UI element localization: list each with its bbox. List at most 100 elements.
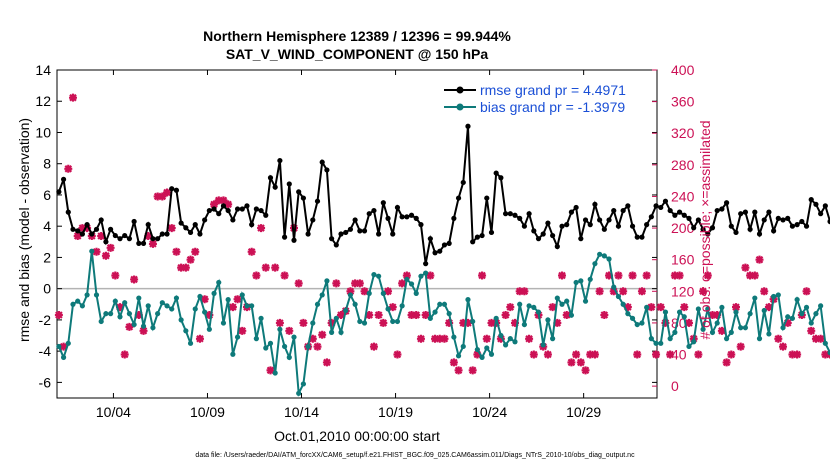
rmse-point — [808, 197, 814, 203]
bias-point — [672, 329, 678, 335]
rmse-point — [427, 236, 433, 242]
bias-point — [380, 290, 386, 296]
obs-count-marker — [139, 326, 148, 335]
bias-point — [371, 272, 377, 278]
obs-count-marker — [318, 330, 327, 339]
y-tick-label-right: 280 — [671, 157, 695, 173]
obs-count-marker — [64, 164, 73, 173]
rmse-point — [216, 211, 222, 217]
rmse-point — [686, 215, 692, 221]
obs-count-marker — [214, 196, 223, 205]
plot-frame — [56, 69, 658, 399]
rmse-point — [785, 215, 791, 221]
y-tick-label-left: 6 — [43, 187, 51, 203]
bias-point — [296, 390, 302, 396]
bias-point — [597, 251, 603, 257]
obs-count-marker — [652, 350, 661, 359]
bias-point — [676, 309, 683, 315]
bias-point — [629, 315, 636, 321]
rmse-point — [338, 231, 344, 237]
bias-point — [526, 303, 532, 309]
rmse-point — [822, 203, 828, 209]
rmse-point — [103, 239, 109, 245]
bias-point — [394, 318, 401, 325]
obs-count-marker — [360, 287, 369, 296]
rmse-point — [747, 226, 753, 232]
obs-count-marker — [163, 188, 172, 197]
obs-count-marker — [543, 350, 552, 359]
rmse-point — [329, 236, 335, 242]
obs-count-marker — [496, 334, 505, 343]
obs-count-marker — [666, 350, 675, 359]
rmse-point — [79, 231, 85, 237]
bias-point — [413, 290, 419, 296]
rmse-point — [291, 237, 297, 243]
rmse-point — [564, 222, 570, 228]
bias-point — [540, 342, 546, 348]
obs-count-marker — [619, 287, 628, 296]
obs-count-marker — [506, 303, 515, 312]
obs-count-marker — [407, 311, 416, 320]
obs-count-marker — [200, 295, 209, 304]
rmse-point — [197, 231, 203, 237]
obs-count-marker — [54, 311, 63, 320]
bias-point — [112, 298, 118, 304]
rmse-point — [352, 217, 358, 223]
bias-point — [799, 311, 805, 317]
bias-point — [338, 329, 344, 335]
rmse-point — [432, 250, 438, 256]
bias-point — [691, 339, 697, 345]
obs-count-marker — [548, 303, 557, 312]
rmse-point — [376, 231, 382, 237]
footer-data-file: data file: /Users/raeder/DAI/ATM_forcXX/… — [195, 452, 635, 459]
rmse-point — [512, 212, 518, 218]
rmse-point — [639, 234, 645, 240]
obs-count-marker — [793, 350, 802, 359]
bias-point — [502, 342, 509, 348]
y-tick-label-right: 40 — [671, 347, 687, 363]
obs-count-marker — [191, 247, 200, 256]
rmse-point — [470, 239, 476, 245]
bias-point — [714, 320, 720, 326]
obs-count-marker — [402, 271, 411, 280]
obs-count-marker — [722, 358, 731, 367]
obs-count-marker — [384, 287, 393, 296]
obs-count-marker — [435, 334, 444, 343]
y-tick-label-left: 2 — [43, 249, 51, 265]
bias-point — [423, 270, 429, 276]
rmse-point — [451, 215, 457, 221]
rmse-point — [108, 226, 114, 232]
obs-count-marker — [101, 251, 110, 260]
rmse-point — [220, 203, 227, 209]
rmse-point — [597, 217, 603, 223]
rmse-point — [625, 203, 631, 209]
bias-point — [742, 325, 749, 331]
bias-point — [545, 317, 551, 323]
bias-point — [65, 340, 71, 346]
obs-count-marker — [802, 287, 811, 296]
obs-count-marker — [130, 275, 139, 284]
rmse-point — [159, 231, 165, 237]
obs-count-marker — [811, 334, 820, 343]
obs-count-marker — [590, 350, 599, 359]
obs-count-marker — [623, 303, 632, 312]
obs-count-marker — [727, 350, 736, 359]
x-tick-label: 10/04 — [96, 404, 131, 420]
legend-rmse-marker — [456, 86, 464, 94]
bias-point — [601, 253, 607, 259]
rmse-point — [550, 232, 556, 239]
obs-count-marker — [562, 311, 571, 320]
rmse-point — [277, 157, 283, 164]
obs-count-marker — [567, 358, 576, 367]
rmse-point — [709, 225, 716, 231]
y-axis-label-right: # of obs: o=possible; ×=assimilated — [697, 120, 713, 339]
rmse-point — [98, 217, 104, 223]
rmse-point — [173, 187, 180, 193]
rmse-point — [65, 209, 71, 215]
rmse-point — [601, 226, 607, 232]
obs-count-marker — [120, 350, 129, 359]
obs-count-marker — [788, 350, 797, 359]
rmse-point — [249, 222, 255, 228]
bias-point — [216, 279, 222, 286]
bias-point — [709, 329, 716, 335]
